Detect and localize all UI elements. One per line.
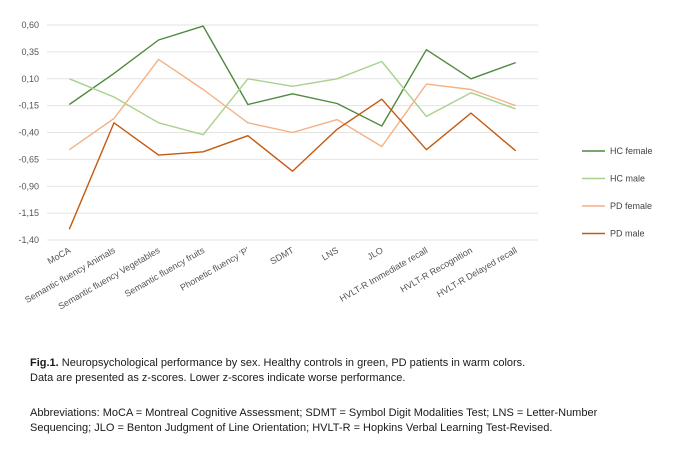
- series-line-hc-male: [69, 60, 516, 136]
- series-line-pd-male: [68, 98, 517, 230]
- figure-caption-text-2: Data are presented as z-scores. Lower z-…: [30, 372, 406, 384]
- y-tick-label: -0,15: [18, 101, 39, 111]
- abbreviations-line-2: Sequencing; JLO = Benton Judgment of Lin…: [30, 422, 553, 434]
- legend: HC female HC male PD female PD male: [582, 146, 653, 239]
- x-tick-label: HVLT-R Delayed recall: [435, 245, 519, 299]
- y-axis-tick-labels: 0,60 0,35 0,10 -0,15 -0,40 -0,65 -0,90 -1,15 -1,…: [18, 20, 39, 245]
- y-tick-label: -1,15: [18, 208, 39, 218]
- y-tick-label: 0,35: [21, 47, 39, 57]
- figure-caption: Fig.1. Neuropsychological performance by…: [30, 356, 670, 386]
- y-tick-label: 0,10: [21, 74, 39, 84]
- line-chart: 0,60 0,35 0,10 -0,15 -0,40 -0,65 -0,90 -1,15 -1,…: [18, 20, 653, 312]
- x-tick-label: JLO: [365, 245, 384, 262]
- abbreviations-caption: Abbreviations: MoCA = Montreal Cognitive…: [30, 406, 670, 436]
- series-lines: [68, 25, 517, 230]
- x-tick-label: Semantic fluency fruits: [123, 245, 207, 299]
- x-tick-label: MoCA: [46, 245, 73, 266]
- legend-label: HC male: [610, 174, 645, 184]
- y-tick-label: -1,40: [18, 235, 39, 245]
- series-line-hc-female: [68, 25, 516, 127]
- y-tick-label: -0,90: [18, 181, 39, 191]
- y-tick-label: -0,40: [18, 128, 39, 138]
- legend-label: PD female: [610, 201, 652, 211]
- series-line-pd-female: [68, 58, 516, 151]
- y-tick-label: 0,60: [21, 20, 39, 30]
- legend-label: PD male: [610, 229, 645, 239]
- x-tick-label: SDMT: [268, 245, 296, 267]
- figure-caption-text: Neuropsychological performance by sex. H…: [58, 357, 526, 369]
- y-tick-label: -0,65: [18, 154, 39, 164]
- figure-label: Fig.1.: [30, 357, 59, 369]
- abbreviations-line-1: Abbreviations: MoCA = Montreal Cognitive…: [30, 407, 598, 419]
- legend-label: HC female: [610, 146, 653, 156]
- x-tick-label: LNS: [320, 245, 340, 262]
